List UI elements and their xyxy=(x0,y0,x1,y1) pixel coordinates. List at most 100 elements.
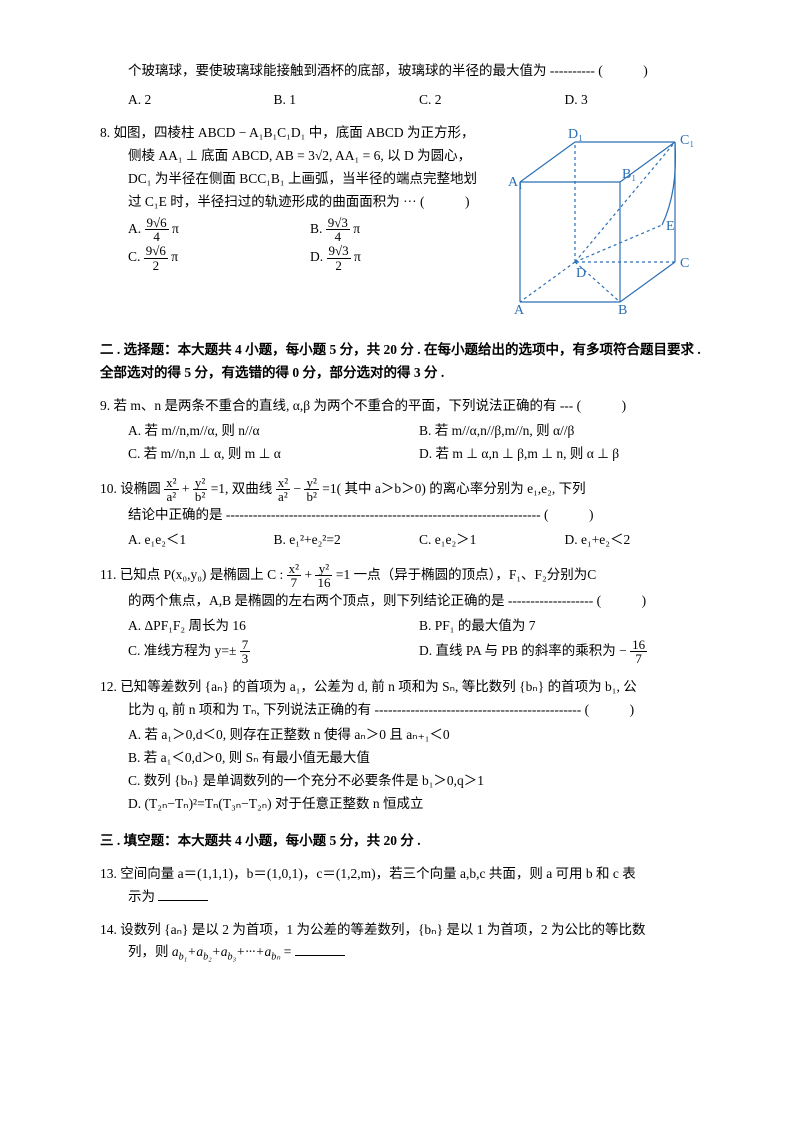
q7-opt-d: D. 3 xyxy=(565,89,711,112)
q10-opt-a: A. e₁e₂＜1 xyxy=(128,529,274,552)
q11-num: 11. xyxy=(100,567,116,582)
q11-opt-b: B. PF₁ 的最大值为 7 xyxy=(419,615,710,638)
q7-opt-c: C. 2 xyxy=(419,89,565,112)
q14-blank[interactable] xyxy=(295,943,345,957)
q8-d-post: π xyxy=(351,249,361,264)
q8-a-b: 4 xyxy=(145,230,169,244)
q11-d-b: 7 xyxy=(630,652,647,666)
q7-cont: 个玻璃球，要使玻璃球能接触到酒杯的底部，玻璃球的半径的最大值为 --------… xyxy=(128,63,648,78)
fig-b1: B₁ xyxy=(622,167,636,182)
q8-c-post: π xyxy=(168,249,178,264)
q11-fr1t: x² xyxy=(287,562,301,577)
q10-plus1: + xyxy=(182,481,193,496)
q8-a-pre: A. xyxy=(128,221,145,236)
q8-opt-d: D. 9√32 π xyxy=(310,244,492,272)
q8-opt-c: C. 9√62 π xyxy=(128,244,310,272)
q7-options: A. 2 B. 1 C. 2 D. 3 xyxy=(100,89,710,112)
q13-num: 13. xyxy=(100,866,117,881)
q10-fr3t: x² xyxy=(276,476,290,491)
q11-opt-a: A. ΔPF₁F₂ 周长为 16 xyxy=(128,615,419,638)
q11-c-t: 7 xyxy=(240,638,251,653)
q11-c-b: 3 xyxy=(240,652,251,666)
section-3: 三 . 填空题：本大题共 4 小题，每小题 5 分，共 20 分 . xyxy=(100,830,710,853)
section-2: 二 . 选择题：本大题共 4 小题，每小题 5 分，共 20 分 . 在每小题给… xyxy=(100,339,710,385)
q9-opt-c: C. 若 m//n,n ⊥ α, 则 m ⊥ α xyxy=(128,443,419,466)
q10-opt-c: C. e₁e₂＞1 xyxy=(419,529,565,552)
q11-p1: 已知点 P(x₀,y₀) 是椭圆上 C : xyxy=(120,567,287,582)
q14-p1: 设数列 {aₙ} 是以 2 为首项，1 为公差的等差数列，{bₙ} 是以 1 为… xyxy=(120,922,645,937)
q8-a-post: π xyxy=(169,221,179,236)
q11-c-pre: C. 准线方程为 y=± xyxy=(128,643,240,658)
q12-p2: 比为 q, 前 n 项和为 Tₙ, 下列说法正确的有 -------------… xyxy=(100,699,710,722)
q10-opt-b: B. e₁²+e₂²=2 xyxy=(274,529,420,552)
q11-d-pre: D. 直线 PA 与 PB 的斜率的乘积为 − xyxy=(419,643,630,658)
q13-blank[interactable] xyxy=(158,887,208,901)
q11-opt-c: C. 准线方程为 y=± 73 xyxy=(128,638,419,666)
q10-fr2t: y² xyxy=(193,476,207,491)
fig-a: A xyxy=(514,303,525,317)
q14-p2-post: = xyxy=(284,944,295,959)
q13-p1: 空间向量 a＝(1,1,1)，b＝(1,0,1)，c＝(1,2,m)，若三个向量… xyxy=(120,866,636,881)
q12-num: 12. xyxy=(100,679,117,694)
q11-p3: 的两个焦点，A,B 是椭圆的左右两个顶点，则下列结论正确的是 ---------… xyxy=(100,590,710,613)
q7-opt-a: A. 2 xyxy=(128,89,274,112)
q8-l1: 如图，四棱柱 ABCD − A₁B₁C₁D₁ 中，底面 ABCD 为正方形， xyxy=(114,125,475,140)
q8-b-b: 4 xyxy=(326,230,350,244)
q8-c-t: 9√6 xyxy=(144,244,168,259)
q12-opt-d: D. (T₂ₙ−Tₙ)²=Tₙ(T₃ₙ−T₂ₙ) 对于任意正整数 n 恒成立 xyxy=(128,793,710,816)
q10-fr3b: a² xyxy=(276,490,290,504)
q8-d-b: 2 xyxy=(327,259,351,273)
fig-a1: A₁ xyxy=(508,175,523,190)
q9-opt-b: B. 若 m//α,n//β,m//n, 则 α//β xyxy=(419,420,710,443)
q10-p1: 设椭圆 xyxy=(120,481,164,496)
q14-p2-pre: 列，则 xyxy=(128,944,172,959)
q10-p4: 结论中正确的是 --------------------------------… xyxy=(100,504,710,527)
q7-opt-b: B. 1 xyxy=(274,89,420,112)
q8-c-b: 2 xyxy=(144,259,168,273)
q11-p2: =1 一点（异于椭圆的顶点），F₁、F₂分别为C xyxy=(336,567,596,582)
q10-fr1t: x² xyxy=(164,476,178,491)
q8-opt-a: A. 9√64 π xyxy=(128,216,310,244)
q9-opt-d: D. 若 m ⊥ α,n ⊥ β,m ⊥ n, 则 α ⊥ β xyxy=(419,443,710,466)
q10-minus: − xyxy=(293,481,304,496)
q10-opt-d: D. e₁+e₂＜2 xyxy=(565,529,711,552)
q14-num: 14. xyxy=(100,922,117,937)
q10-fr4t: y² xyxy=(304,476,318,491)
q8-d-pre: D. xyxy=(310,249,327,264)
q11-fr2b: 16 xyxy=(315,576,332,590)
q11-fr2t: y² xyxy=(315,562,332,577)
q11-fr1b: 7 xyxy=(287,576,301,590)
q10-num: 10. xyxy=(100,481,117,496)
q9-text: 若 m、n 是两条不重合的直线, α,β 为两个不重合的平面，下列说法正确的有 … xyxy=(114,398,627,413)
fig-c1: C₁ xyxy=(680,133,694,148)
q10-p2: =1, 双曲线 xyxy=(211,481,276,496)
q8-l3: DC₁ 为半径在侧面 BCC₁B₁ 上画弧，当半径的端点完整地划 xyxy=(100,168,492,191)
q12-p1: 已知等差数列 {aₙ} 的首项为 a₁，公差为 d, 前 n 项和为 Sₙ, 等… xyxy=(120,679,636,694)
q8-opt-b: B. 9√34 π xyxy=(310,216,492,244)
q10-fr1b: a² xyxy=(164,490,178,504)
q8-a-t: 9√6 xyxy=(145,216,169,231)
q10-fr4b: b² xyxy=(304,490,318,504)
q8-b-t: 9√3 xyxy=(326,216,350,231)
q10-p3: =1( 其中 a＞b＞0) 的离心率分别为 e₁,e₂, 下列 xyxy=(322,481,585,496)
fig-d: D xyxy=(576,266,586,281)
q14-sum: ab₁+ab₂+ab₃+···+abₙ xyxy=(172,944,280,959)
q8-d-t: 9√3 xyxy=(327,244,351,259)
q8-c-pre: C. xyxy=(128,249,144,264)
q10-fr2b: b² xyxy=(193,490,207,504)
q8-num: 8. xyxy=(100,125,110,140)
q9-opt-a: A. 若 m//n,m//α, 则 n//α xyxy=(128,420,419,443)
q12-opt-b: B. 若 a₁＜0,d＞0, 则 Sₙ 有最小值无最大值 xyxy=(128,747,710,770)
q8-figure: A₁ B₁ C₁ D₁ A B C D E xyxy=(500,122,710,325)
fig-d1: D₁ xyxy=(568,127,583,142)
q12-opt-a: A. 若 a₁＞0,d＜0, 则存在正整数 n 使得 aₙ＞0 且 aₙ₊₁＜0 xyxy=(128,724,710,747)
q11-d-t: 16 xyxy=(630,638,647,653)
fig-c: C xyxy=(680,256,689,271)
q8-b-post: π xyxy=(350,221,360,236)
fig-b: B xyxy=(618,303,627,317)
q11-plus: + xyxy=(304,567,315,582)
q8-b-pre: B. xyxy=(310,221,326,236)
q13-p2: 示为 xyxy=(128,889,158,904)
fig-e: E xyxy=(666,219,675,234)
q8-l2: 侧棱 AA₁ ⊥ 底面 ABCD, AB = 3√2, AA₁ = 6, 以 D… xyxy=(100,145,492,168)
